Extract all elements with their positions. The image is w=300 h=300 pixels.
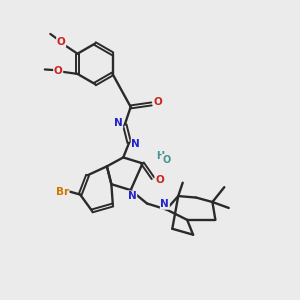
Text: N: N — [160, 199, 169, 209]
Text: O: O — [155, 175, 164, 185]
Text: O: O — [162, 154, 170, 164]
Text: N: N — [131, 139, 140, 149]
Text: N: N — [128, 191, 136, 201]
Text: Br: Br — [56, 187, 69, 196]
Text: O: O — [57, 37, 65, 47]
Text: O: O — [154, 98, 162, 107]
Text: H: H — [156, 151, 164, 161]
Text: N: N — [114, 118, 123, 128]
Text: O: O — [54, 66, 63, 76]
